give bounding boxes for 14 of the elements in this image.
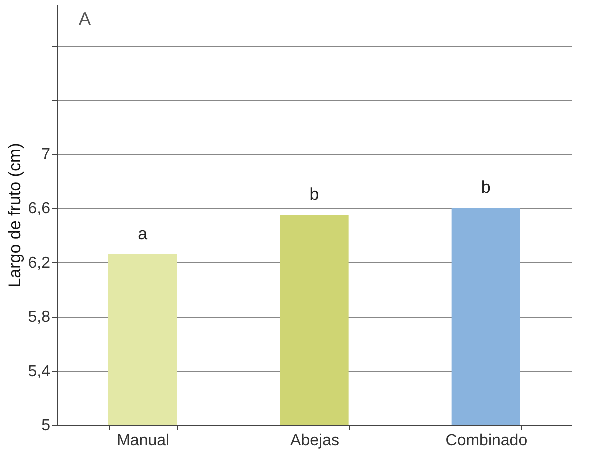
y-axis-title: Largo de fruto (cm) xyxy=(5,143,24,288)
y-tick-label: 5 xyxy=(42,418,51,434)
y-tick-label: 5,8 xyxy=(28,309,51,326)
annotation: b xyxy=(310,185,320,204)
y-tick-label: 6,6 xyxy=(28,200,51,218)
annotation: A xyxy=(79,9,92,29)
y-tick-label: 5,4 xyxy=(28,363,51,380)
x-tick-label: Manual xyxy=(117,432,170,450)
x-tick-label: Combinado xyxy=(446,432,528,450)
x-tick-label: Abejas xyxy=(290,432,340,450)
y-tick-label: 6,2 xyxy=(28,254,51,272)
y-tick-label: 7 xyxy=(42,146,51,164)
annotation: a xyxy=(138,224,148,244)
annotation: b xyxy=(481,178,491,198)
